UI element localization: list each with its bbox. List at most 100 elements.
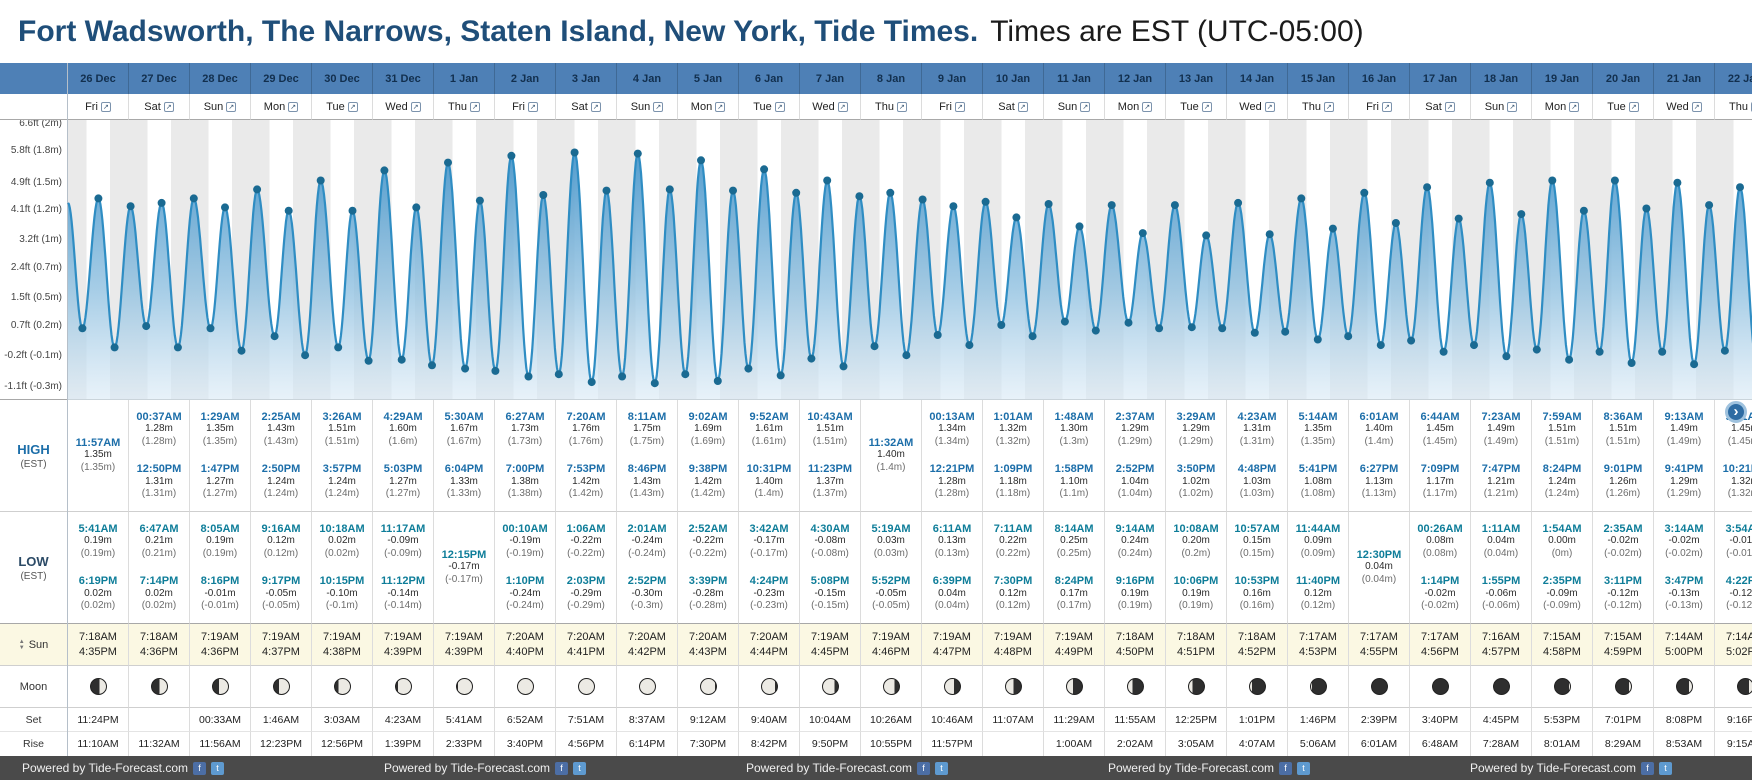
expand-day-icon[interactable] xyxy=(896,101,907,112)
expand-day-icon[interactable] xyxy=(1017,101,1028,112)
day-column: 29 DecMon2:25AM1.43m(1.43m)2:50PM1.24m(1… xyxy=(251,63,312,756)
credit-link[interactable]: Powered by Tide-Forecast.com xyxy=(745,761,913,775)
moonrise-time: 11:32AM xyxy=(129,732,190,756)
credit-link[interactable]: Powered by Tide-Forecast.com xyxy=(21,761,189,775)
twitter-icon[interactable] xyxy=(573,761,587,775)
sunset-time: 4:44PM xyxy=(750,645,788,658)
tide-low-entry: 8:14AM 0.25m (0.25m) xyxy=(1054,523,1093,561)
expand-day-icon[interactable] xyxy=(653,101,664,112)
tide-height-alt: (0.02m) xyxy=(80,600,116,611)
expand-day-icon[interactable] xyxy=(1080,101,1091,112)
sunrise-time: 7:18AM xyxy=(1177,630,1215,643)
twitter-icon[interactable] xyxy=(211,761,225,775)
facebook-icon[interactable] xyxy=(555,761,569,775)
expand-day-icon[interactable] xyxy=(954,101,965,112)
expand-day-icon[interactable] xyxy=(774,101,785,112)
expand-day-icon[interactable] xyxy=(410,101,421,112)
moonrise-time: 6:48AM xyxy=(1410,732,1471,756)
expand-day-icon[interactable] xyxy=(163,101,174,112)
expand-day-icon[interactable] xyxy=(1569,101,1580,112)
expand-day-icon[interactable] xyxy=(715,101,726,112)
day-of-week-label: Wed xyxy=(1666,100,1689,113)
twitter-icon[interactable] xyxy=(1659,761,1673,775)
expand-day-icon[interactable] xyxy=(1691,101,1702,112)
day-column: 19 JanMon7:59AM1.51m(1.51m)8:24PM1.24m(1… xyxy=(1532,63,1593,756)
tide-height-alt: (1.51m) xyxy=(1544,435,1580,447)
sun-times-cell: 7:18AM 4:36PM xyxy=(129,624,190,666)
tide-low-entry: 3:14AM -0.02m (-0.02m) xyxy=(1664,523,1703,561)
day-of-week: Fri xyxy=(922,94,983,120)
tide-height: 1.38m xyxy=(511,475,539,487)
expand-day-icon[interactable] xyxy=(1444,101,1455,112)
tide-low-entry: 11:44AM 0.09m (0.09m) xyxy=(1296,523,1341,561)
scroll-right-button[interactable] xyxy=(1725,401,1747,423)
sun-times-cell: 7:19AM 4:37PM xyxy=(251,624,312,666)
tide-height-alt: (-0.23m) xyxy=(750,600,788,611)
expand-day-icon[interactable] xyxy=(1264,101,1275,112)
expand-day-icon[interactable] xyxy=(1628,101,1639,112)
tide-high-entry: 3:29AM 1.29m (1.29m) xyxy=(1176,411,1215,449)
sun-times-cell: 7:19AM 4:48PM xyxy=(983,624,1044,666)
low-tide-cell: 7:11AM 0.22m (0.22m) 7:30PM 0.12m (0.12m) xyxy=(983,512,1044,624)
moon-phase-icon xyxy=(89,678,107,695)
tide-low-entry: 6:11AM 0.13m (0.13m) xyxy=(933,523,972,561)
chart-day-band xyxy=(1166,120,1227,400)
tide-low-entry: 2:03PM -0.29m (-0.29m) xyxy=(567,575,606,613)
sunrise-time: 7:20AM xyxy=(750,630,788,643)
expand-day-icon[interactable] xyxy=(288,101,299,112)
tide-height: 1.51m xyxy=(1609,423,1637,434)
expand-day-icon[interactable] xyxy=(226,101,237,112)
day-column: 12 JanMon2:37AM1.29m(1.29m)2:52PM1.04m(1… xyxy=(1105,63,1166,756)
moonset-time: 11:29AM xyxy=(1044,708,1105,732)
tide-height: 0.17m xyxy=(1060,587,1088,599)
day-of-week-label: Thu xyxy=(1729,100,1748,113)
expand-day-icon[interactable] xyxy=(590,101,601,112)
tide-height: 1.32m xyxy=(999,423,1027,434)
tide-low-entry: 1:55PM -0.06m (-0.06m) xyxy=(1482,575,1521,613)
credit-link[interactable]: Powered by Tide-Forecast.com xyxy=(1107,761,1275,775)
expand-day-icon[interactable] xyxy=(1750,101,1752,112)
moon-phase-icon xyxy=(150,678,168,695)
sunset-time: 4:49PM xyxy=(1055,645,1093,658)
credit-link[interactable]: Powered by Tide-Forecast.com xyxy=(1469,761,1637,775)
expand-day-icon[interactable] xyxy=(347,101,358,112)
expand-arrow-glyph xyxy=(655,101,661,112)
facebook-icon[interactable] xyxy=(193,761,207,775)
expand-day-icon[interactable] xyxy=(1201,101,1212,112)
expand-day-icon[interactable] xyxy=(1323,101,1334,112)
sun-times-cell: 7:14AM 5:00PM xyxy=(1654,624,1715,666)
sunrise-time: 7:15AM xyxy=(1543,630,1581,643)
credit-link[interactable]: Powered by Tide-Forecast.com xyxy=(383,761,551,775)
tide-high-entry: 7:47PM 1.21m (1.21m) xyxy=(1482,463,1521,501)
expand-day-icon[interactable] xyxy=(100,101,111,112)
facebook-icon[interactable] xyxy=(1279,761,1293,775)
moon-phase-icon xyxy=(211,678,229,695)
tide-high-entry: 3:26AM 1.51m (1.51m) xyxy=(322,411,361,449)
expand-day-icon[interactable] xyxy=(1381,101,1392,112)
expand-day-icon[interactable] xyxy=(527,101,538,112)
expand-day-icon[interactable] xyxy=(1507,101,1518,112)
tide-time: 10:08AM xyxy=(1173,522,1219,535)
moonrise-time: 8:42PM xyxy=(739,732,800,756)
y-axis: 6.6ft (2m) 5.8ft (1.8m) 4.9ft (1.5m) 4.1ft … xyxy=(0,120,67,400)
tide-height-alt: (-0.22m) xyxy=(567,547,605,559)
tide-high-entry: 9:41PM 1.29m (1.29m) xyxy=(1665,463,1704,501)
low-tide-cell: 10:08AM 0.20m (0.2m) 10:06PM 0.19m (0.19m) xyxy=(1166,512,1227,624)
expand-day-icon[interactable] xyxy=(837,101,848,112)
tide-high-entry: 1:58PM 1.10m (1.1m) xyxy=(1055,463,1094,501)
twitter-icon[interactable] xyxy=(1297,761,1311,775)
expand-day-icon[interactable] xyxy=(1142,101,1153,112)
tide-time: 10:57AM xyxy=(1234,522,1280,535)
day-of-week-label: Sat xyxy=(1425,100,1442,113)
moonrise-time: 9:15AM xyxy=(1715,732,1752,756)
tide-high-entry: 3:50PM 1.02m (1.02m) xyxy=(1177,463,1216,501)
twitter-icon[interactable] xyxy=(935,761,949,775)
expand-day-icon[interactable] xyxy=(469,101,480,112)
facebook-icon[interactable] xyxy=(917,761,931,775)
high-tide-cell: 6:01AM 1.40m (1.4m) 6:27PM 1.13m (1.13m) xyxy=(1349,400,1410,512)
day-column: 16 JanFri6:01AM1.40m(1.4m)6:27PM1.13m(1.… xyxy=(1349,63,1410,756)
high-tide-cell: 3:26AM 1.51m (1.51m) 3:57PM 1.24m (1.24m) xyxy=(312,400,373,512)
facebook-icon[interactable] xyxy=(1641,761,1655,775)
tide-time: 6:44AM xyxy=(1420,410,1460,423)
